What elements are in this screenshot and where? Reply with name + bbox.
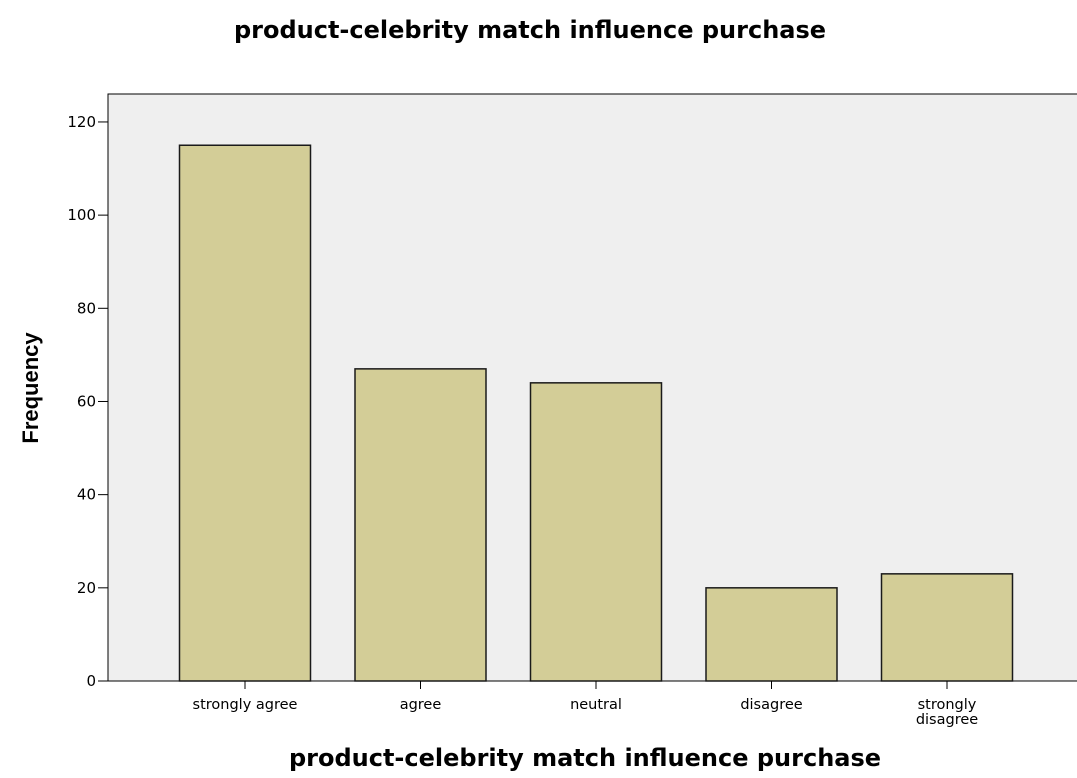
x-tick-label: strongly agree <box>193 697 298 713</box>
y-tick-label: 100 <box>67 206 96 224</box>
x-axis: strongly agree agree neutral disagree strong… <box>193 681 978 728</box>
x-tick-label: agree <box>400 697 442 713</box>
y-tick-label: 20 <box>77 579 96 597</box>
y-axis: 0 20 40 60 80 100 120 <box>67 113 108 690</box>
y-tick-label: 120 <box>67 113 96 131</box>
bar <box>354 368 487 682</box>
y-tick-label: 40 <box>77 486 96 504</box>
bars-group <box>178 144 1014 682</box>
chart-title: product-celebrity match influence purcha… <box>234 16 826 44</box>
y-axis-label: Frequency <box>18 332 43 444</box>
bar <box>529 382 663 682</box>
bar <box>880 573 1014 682</box>
x-tick-label: disagree <box>740 697 802 713</box>
y-tick-label: 0 <box>86 672 96 690</box>
x-axis-label: product-celebrity match influence purcha… <box>289 744 881 772</box>
x-tick-label: strongly disagree <box>916 697 978 728</box>
y-tick-label: 60 <box>77 392 96 410</box>
x-tick-label: neutral <box>570 697 622 713</box>
y-tick-label: 80 <box>77 299 96 317</box>
bar <box>705 587 838 682</box>
bar <box>178 144 312 682</box>
